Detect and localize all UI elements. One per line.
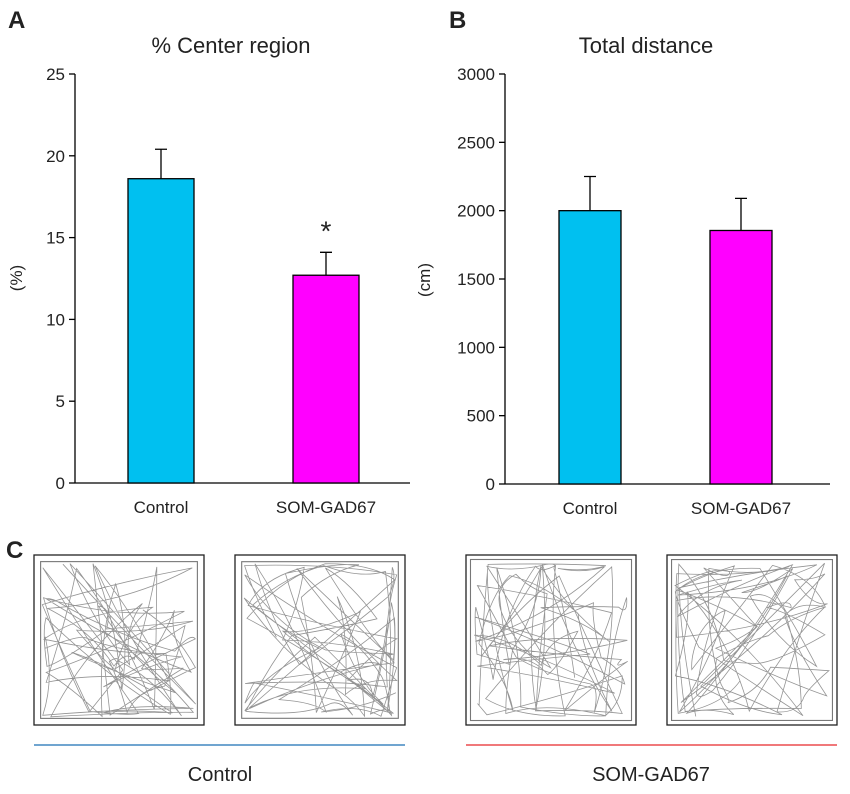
chart-b-ylabel: (cm) xyxy=(415,263,434,297)
chart-a-ylabel: (%) xyxy=(7,265,26,291)
chart-a-category-label: SOM-GAD67 xyxy=(276,498,376,517)
chart-b-ytick-label: 0 xyxy=(486,475,495,494)
chart-b-ytick-label: 1500 xyxy=(457,270,495,289)
chart-a-bar-control xyxy=(127,178,195,484)
chart-b-errorbar-som-gad67 xyxy=(735,197,747,231)
chart-b-ytick-label: 500 xyxy=(467,407,495,426)
chart-b-bar-control xyxy=(558,210,622,485)
chart-a-ytick-label: 25 xyxy=(46,65,65,84)
track-box-som-1 xyxy=(465,554,637,726)
chart-a-ytick-label: 15 xyxy=(46,229,65,248)
chart-b-ytick-label: 1000 xyxy=(457,338,495,357)
chart-a-errorbar-som-gad67 xyxy=(320,251,332,276)
chart-b-category-label: Control xyxy=(563,499,618,518)
chart-b-ytick-label: 3000 xyxy=(457,65,495,84)
chart-a-title: % Center region xyxy=(152,33,311,58)
locomotion-trace xyxy=(474,563,628,717)
locomotion-trace xyxy=(674,562,830,717)
control-group-label: Control xyxy=(188,764,252,786)
chart-total-distance: Total distance (cm) 0 500 1000 1500 2000 2500… xyxy=(415,33,830,518)
chart-a-category-label: Control xyxy=(134,498,189,517)
panel-b-letter: B xyxy=(449,7,466,34)
chart-b-ytick-label: 2000 xyxy=(457,202,495,221)
chart-a-errorbar-control xyxy=(155,148,167,179)
track-panel: Control SOM-GAD67 xyxy=(33,554,838,786)
locomotion-perimeter-trace xyxy=(671,559,833,721)
chart-b-errorbar-control xyxy=(584,175,596,211)
chart-b-bar-som-gad67 xyxy=(709,229,773,485)
locomotion-trace xyxy=(41,563,197,718)
chart-a-bar-som-gad67 xyxy=(292,274,360,484)
significance-star: * xyxy=(321,215,332,246)
chart-b-ytick-label: 2500 xyxy=(457,133,495,152)
chart-center-region: % Center region (%) 0 5 10 15 20 25 Control SOM… xyxy=(7,33,410,517)
locomotion-perimeter-trace xyxy=(241,561,399,719)
panel-c-letter: C xyxy=(6,537,23,564)
locomotion-perimeter-trace xyxy=(469,558,633,722)
locomotion-perimeter-trace xyxy=(40,561,198,719)
chart-a-ytick-label: 5 xyxy=(56,392,65,411)
chart-b-category-label: SOM-GAD67 xyxy=(691,499,791,518)
chart-a-ytick-label: 0 xyxy=(56,474,65,493)
locomotion-trace xyxy=(243,563,398,718)
trace-layer xyxy=(40,558,833,722)
chart-a-ytick-label: 10 xyxy=(46,310,65,329)
panel-a-letter: A xyxy=(8,7,25,34)
chart-b-title: Total distance xyxy=(579,33,714,58)
chart-a-ytick-label: 20 xyxy=(46,147,65,166)
som-group-label: SOM-GAD67 xyxy=(592,764,710,786)
